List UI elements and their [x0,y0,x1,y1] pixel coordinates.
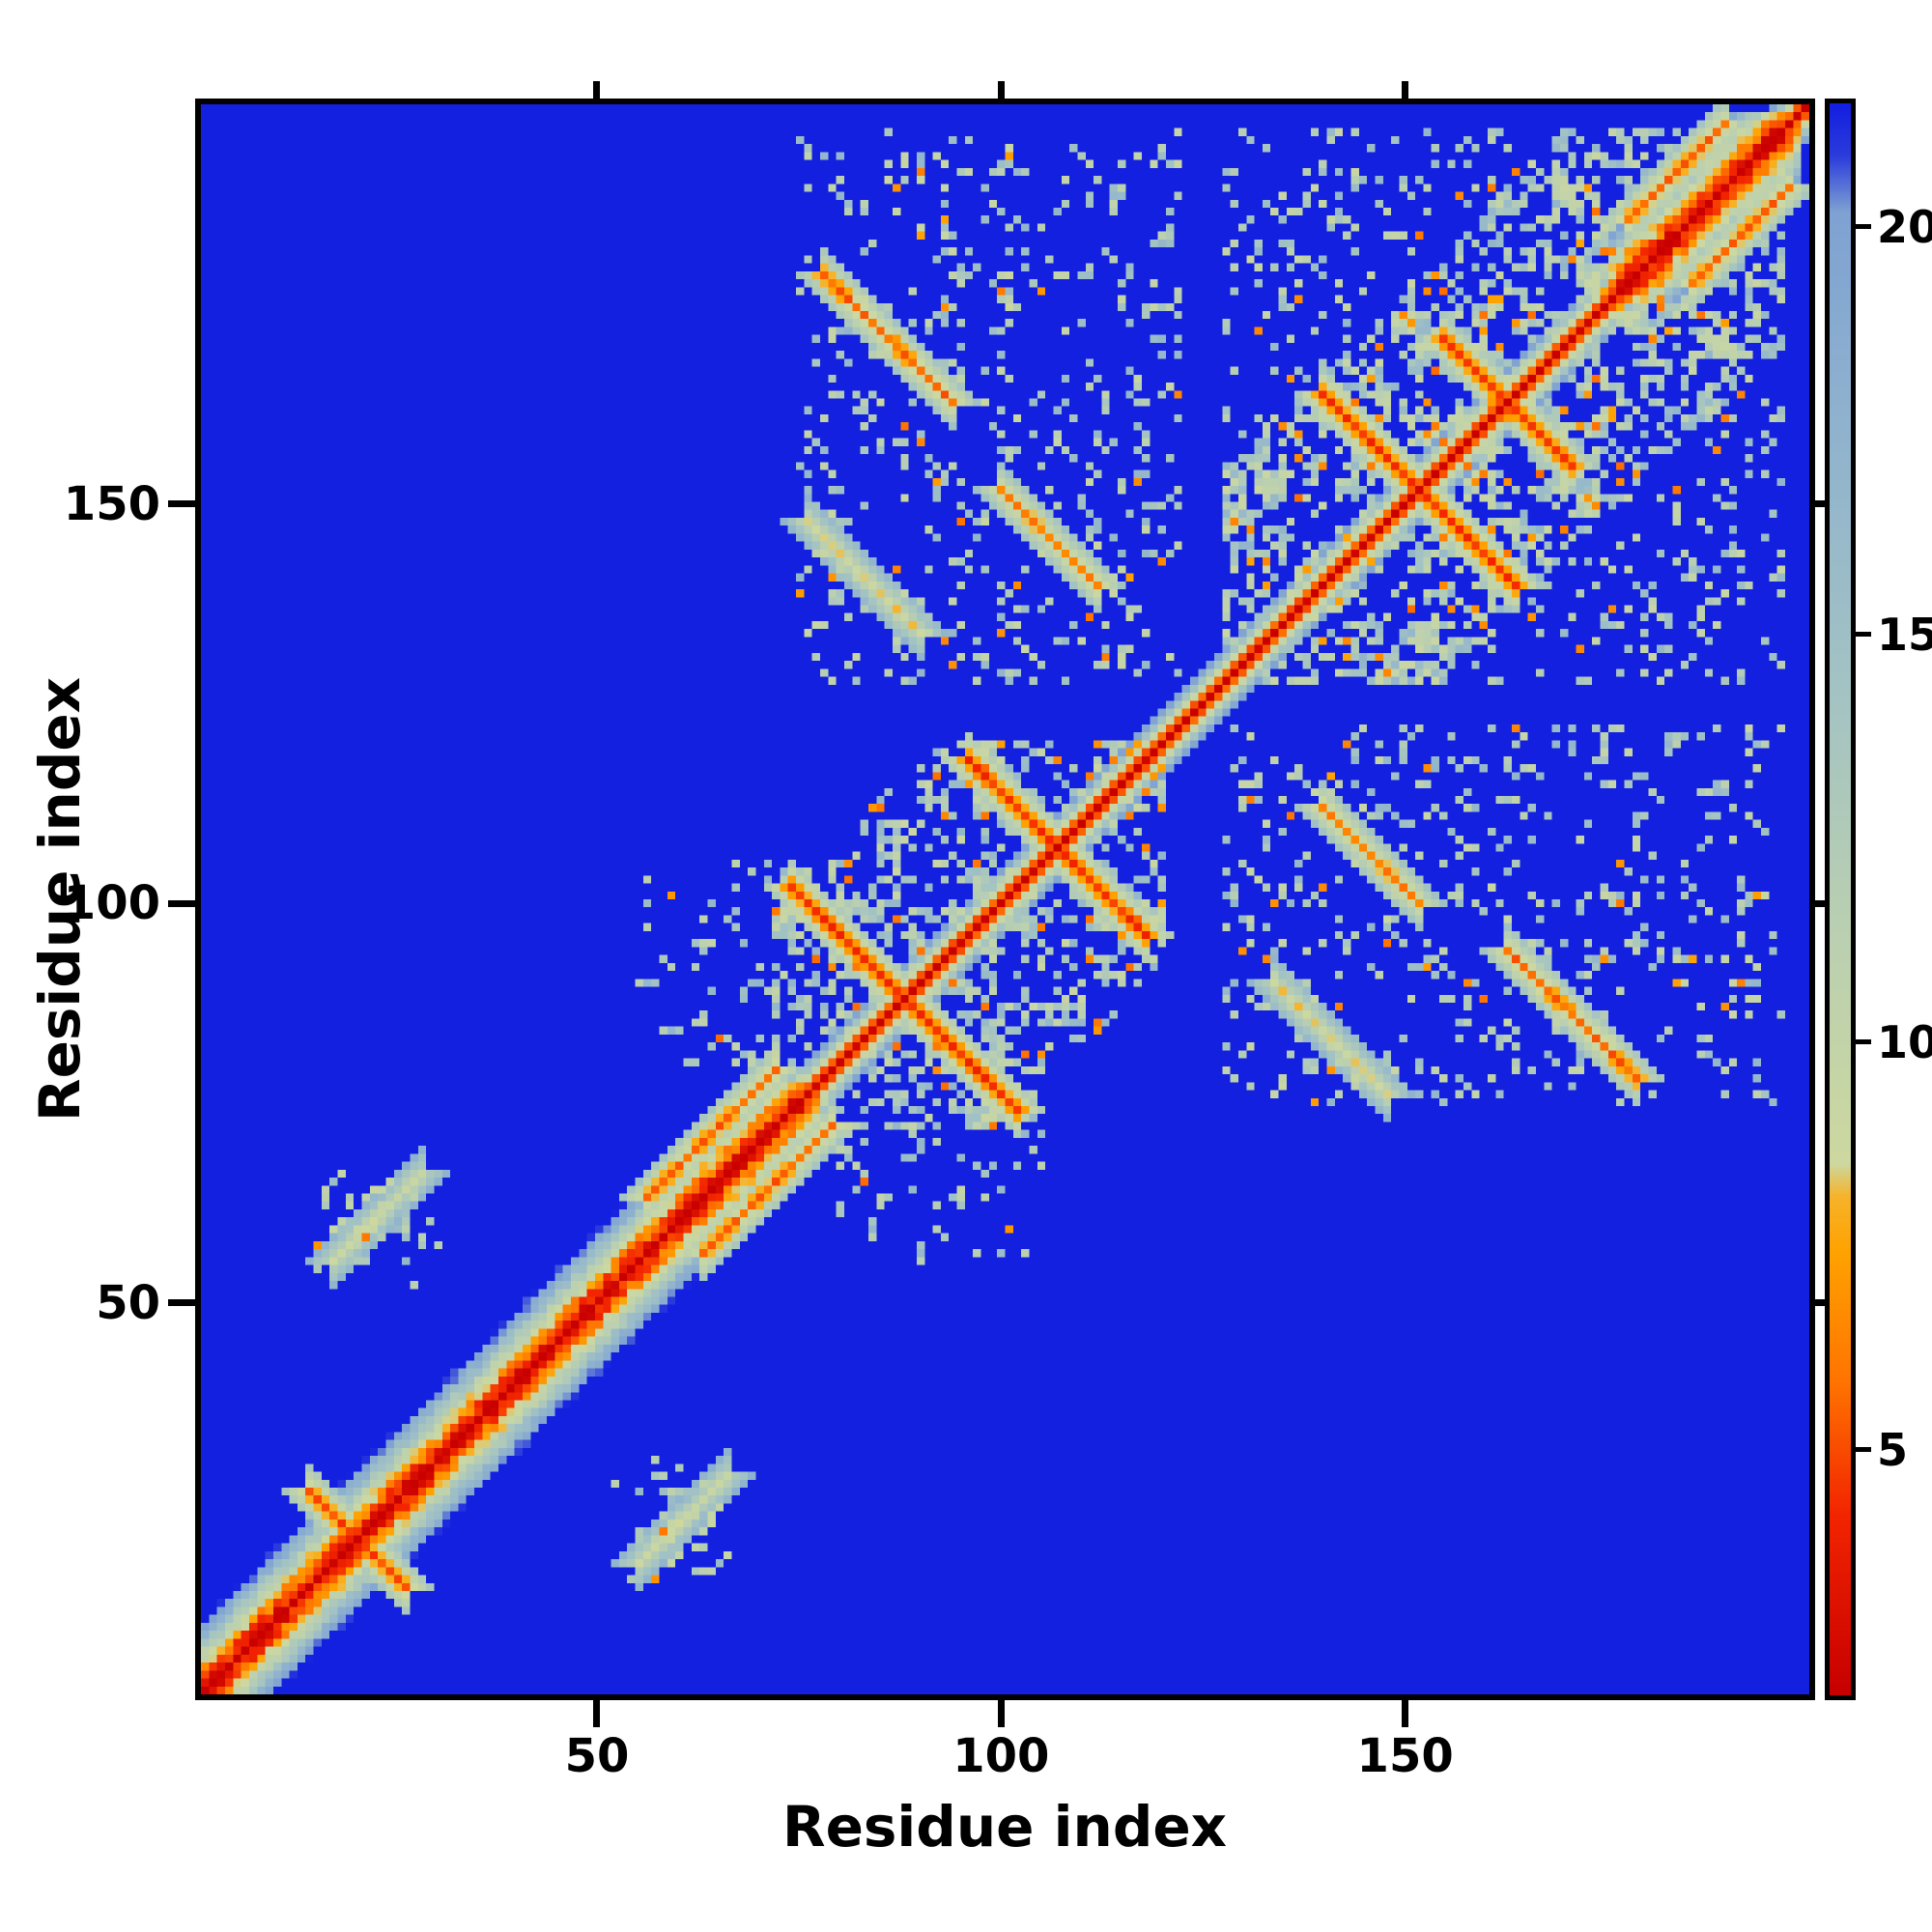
colorbar-tick-mark [1856,1039,1871,1045]
x-tick-mark-top [1402,81,1409,99]
y-tick-mark-right [1815,899,1833,907]
plot-area [195,99,1815,1700]
y-tick-mark [168,500,195,508]
x-tick-mark [997,1700,1005,1727]
colorbar [1825,99,1856,1700]
x-tick-mark [593,1700,601,1727]
x-axis-label: Residue index [781,1794,1228,1860]
x-tick-label: 100 [952,1729,1050,1783]
x-tick-label: 150 [1356,1729,1454,1783]
x-tick-mark [1402,1700,1409,1727]
x-tick-mark-top [997,81,1005,99]
y-axis-label: Residue index [27,676,93,1122]
y-tick-mark [168,899,195,907]
colorbar-gradient [1830,103,1851,1695]
colorbar-tick-label: 10 [1877,1015,1932,1068]
y-tick-mark-right [1815,1299,1833,1307]
y-tick-label: 100 [63,876,160,931]
colorbar-tick-mark [1856,1447,1871,1453]
y-tick-mark-right [1815,500,1833,508]
colorbar-tick-mark [1856,632,1871,638]
residue-distance-heatmap [201,104,1809,1694]
colorbar-tick-label: 20 [1877,200,1932,253]
colorbar-tick-mark [1856,224,1871,230]
y-tick-label: 50 [96,1275,160,1330]
x-tick-mark-top [593,81,601,99]
colorbar-tick-label: 5 [1877,1423,1909,1476]
colorbar-tick-label: 15 [1877,608,1932,661]
y-tick-mark [168,1299,195,1307]
x-tick-label: 50 [564,1729,630,1783]
y-tick-label: 150 [63,476,160,531]
